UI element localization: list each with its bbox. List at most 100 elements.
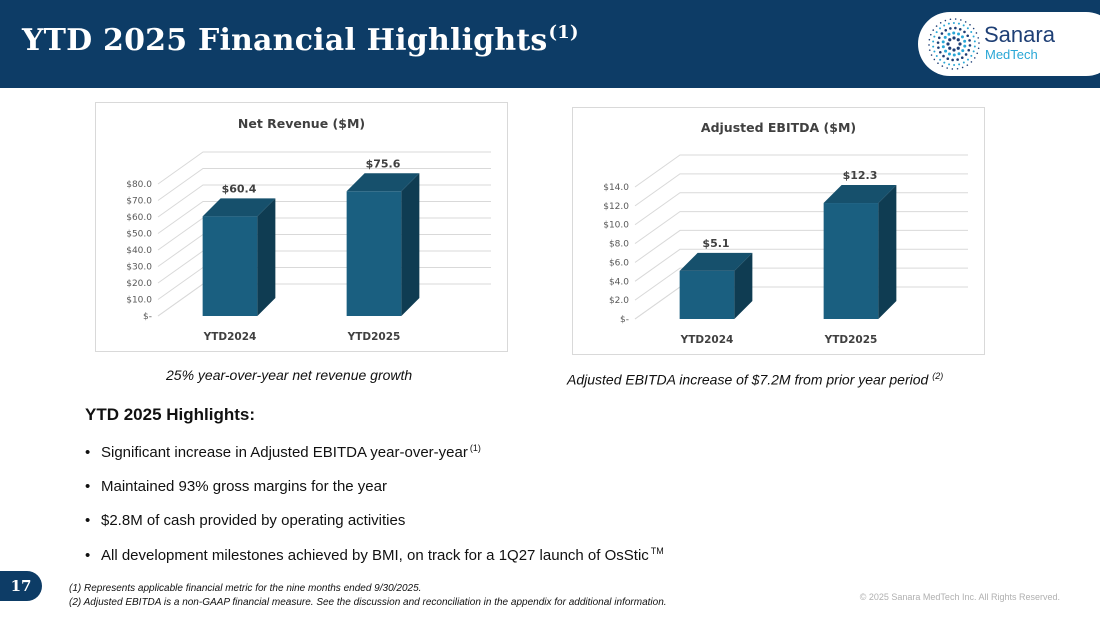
logo-dot [943, 35, 947, 39]
logo-dot [970, 61, 973, 63]
sanara-dot-burst-icon [928, 18, 980, 70]
highlights-heading: YTD 2025 Highlights: [85, 405, 256, 424]
net-revenue-chart: Net Revenue ($M) $- $10.0 $20.0 $30.0 $40.0 $5… [95, 102, 508, 352]
y-tick-label: $- [620, 315, 629, 325]
logo-dot [977, 37, 980, 39]
logo-dot [928, 38, 931, 41]
logo-dot [944, 49, 948, 53]
y-tick-label: $6.0 [609, 258, 629, 268]
logo-dot [973, 40, 976, 43]
logo-dot [933, 50, 936, 53]
bar-front [679, 270, 735, 319]
header-bar: YTD 2025 Financial Highlights(1) Sanara … [0, 0, 1100, 88]
logo-dot [954, 26, 957, 30]
logo-dot [958, 42, 962, 46]
bar-top [346, 173, 420, 192]
floor-edge [157, 283, 204, 317]
logo-dot [939, 58, 942, 61]
logo-dot [935, 31, 938, 34]
gridline [634, 229, 968, 263]
logo-dot [944, 19, 947, 22]
logo-dot [946, 42, 950, 46]
logo-dot [952, 48, 956, 52]
bar-side [734, 252, 753, 319]
y-tick-label: $40.0 [126, 246, 152, 256]
x-tick-label: YTD2025 [347, 331, 401, 343]
adjusted-ebitda-chart: Adjusted EBITDA ($M) $- $2.0 $4.0 $6.0 $8.0 $1… [572, 107, 985, 355]
bar-front [202, 216, 258, 316]
logo-dot [968, 44, 972, 47]
y-tick-label: $10.0 [126, 296, 152, 306]
y-tick-label: $8.0 [609, 240, 629, 250]
y-tick-label: $60.0 [126, 213, 152, 223]
logo-dot [937, 62, 939, 64]
logo-dot [964, 21, 967, 23]
gridline [157, 151, 491, 185]
logo-dot [957, 32, 961, 36]
chart-svg: Net Revenue ($M) $- $10.0 $20.0 $30.0 $40.0 $5… [126, 116, 491, 343]
bar-front [823, 203, 879, 319]
logo-dot [937, 46, 940, 49]
logo-dot [970, 30, 973, 33]
y-tick-label: $30.0 [126, 263, 152, 273]
logo-dot [958, 63, 961, 66]
logo-dot [947, 32, 951, 36]
logo-dot [928, 44, 930, 46]
logo-dot [951, 68, 954, 70]
floor-edge [634, 286, 681, 320]
logo-dot [952, 36, 956, 40]
logo-dot [972, 50, 975, 53]
logo-dot [954, 18, 957, 20]
logo-dot [958, 27, 962, 31]
copyright-notice: © 2025 Sanara MedTech Inc. All Rights Re… [859, 592, 1060, 602]
logo-dot [949, 18, 952, 21]
y-tick-label: $70.0 [126, 197, 152, 207]
logo-dot [933, 35, 936, 38]
logo-dot [932, 40, 935, 43]
data-label: $75.6 [366, 157, 401, 170]
logo-dot [933, 58, 936, 61]
bar-front [346, 191, 402, 316]
gridline [157, 168, 491, 201]
logo-dot [975, 32, 978, 34]
highlight-item: • All development milestones achieved by … [85, 546, 664, 564]
chart-title: Adjusted EBITDA ($M) [701, 120, 856, 135]
logo-dot [948, 38, 952, 42]
logo-dot [956, 38, 960, 42]
x-tick-label: YTD2024 [680, 334, 734, 346]
logo-dot [976, 52, 979, 55]
logo-dot [952, 31, 956, 35]
logo-dot [940, 32, 944, 35]
logo-dot [930, 54, 933, 56]
logo-dot [929, 33, 932, 36]
logo-dot [972, 35, 975, 38]
y-tick-label: $20.0 [126, 279, 152, 289]
data-label: $12.3 [843, 169, 878, 182]
logo-dot [978, 42, 980, 44]
company-logo: Sanara MedTech [918, 12, 1100, 76]
y-tick-label: $12.0 [603, 202, 629, 212]
ebitda-caption: Adjusted EBITDA increase of $7.2M from p… [567, 371, 944, 388]
logo-dot [960, 56, 964, 60]
logo-dot [932, 45, 935, 48]
logo-dot [964, 53, 968, 56]
gridline [634, 192, 968, 226]
page-number: 17 [0, 571, 42, 601]
bar-side [401, 173, 420, 316]
logo-dot [966, 34, 970, 38]
bar-top [202, 198, 276, 217]
y-tick-label: $- [143, 312, 152, 322]
logo-dot [970, 54, 973, 57]
logo-dot [961, 49, 965, 53]
logo-dot [932, 29, 935, 31]
chart-svg: Adjusted EBITDA ($M) $- $2.0 $4.0 $6.0 $8.0 $1… [603, 120, 968, 346]
gridline [634, 173, 968, 207]
chart-title: Net Revenue ($M) [238, 116, 365, 131]
logo-dot [967, 48, 971, 52]
bar-top [679, 252, 753, 271]
logo-dot [944, 28, 948, 32]
logo-dot [941, 65, 944, 67]
slide-title: YTD 2025 Financial Highlights(1) [22, 22, 579, 58]
bar-side [878, 185, 897, 319]
logo-dot [939, 22, 942, 24]
